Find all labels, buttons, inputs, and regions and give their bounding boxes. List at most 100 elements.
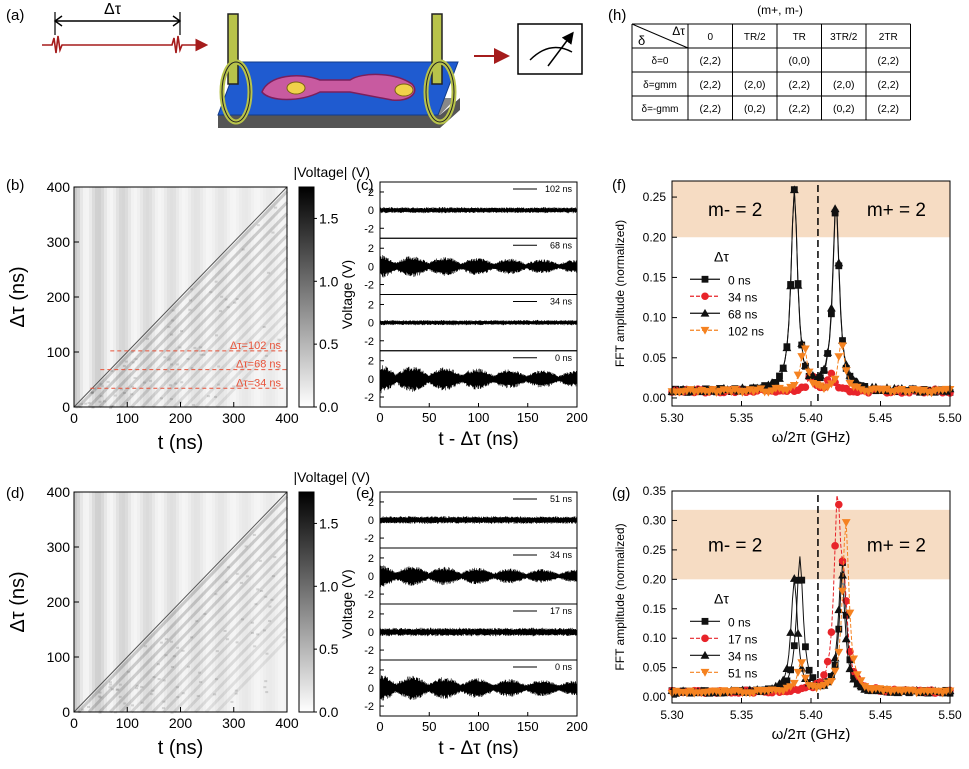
heatmap-stripe xyxy=(278,492,282,712)
heatmap-stripe xyxy=(263,187,267,407)
heatmap-speckle xyxy=(133,376,137,379)
heatmap-diagonal-band xyxy=(119,234,289,409)
y-tick-label: 0 xyxy=(368,683,374,695)
series-marker-triangle-down xyxy=(793,668,803,677)
heatmap-stripe xyxy=(278,187,282,407)
heatmap-stripe xyxy=(158,492,162,712)
voltage-trace xyxy=(379,627,578,637)
y-tick-label: 2 xyxy=(368,553,374,565)
heatmap-speckle xyxy=(235,298,239,301)
heatmap-stripe xyxy=(161,492,165,712)
heatmap-stripe xyxy=(128,492,132,712)
heatmap-stripe xyxy=(212,187,216,407)
heatmap-speckle xyxy=(151,689,155,692)
series-marker-triangle-down xyxy=(823,383,833,392)
series-marker-triangle-up xyxy=(700,650,710,659)
heatmap-diagonal-band xyxy=(204,627,289,714)
heatmap-stripe xyxy=(194,187,198,407)
colorbar xyxy=(298,186,315,408)
colorbar-tick-label: 1.0 xyxy=(319,273,339,289)
x-tick-label: 0 xyxy=(376,410,383,425)
annotation-label: Δτ=102 ns xyxy=(230,340,282,352)
heatmap-speckle xyxy=(99,395,103,398)
table-column-header: 3TR/2 xyxy=(830,32,858,43)
heatmap-speckle xyxy=(271,231,275,234)
heatmap-stripe xyxy=(215,492,219,712)
heatmap-stripe xyxy=(176,187,180,407)
heatmap-speckle xyxy=(148,379,152,382)
table-cell: (2,2) xyxy=(877,55,899,67)
y-tick-label: -2 xyxy=(364,280,374,292)
heatmap-speckle xyxy=(267,271,271,274)
heatmap-speckle xyxy=(170,665,174,668)
heatmap-speckle xyxy=(220,295,224,298)
band-label-minus: m- = 2 xyxy=(708,536,762,557)
heatmap-stripe xyxy=(209,492,213,712)
heatmap-speckle xyxy=(162,700,166,703)
table-cell: (2,0) xyxy=(833,79,855,91)
series-marker-triangle-down xyxy=(852,383,862,392)
heatmap-stripe xyxy=(155,492,159,712)
series-marker-square xyxy=(701,275,709,283)
y-tick-label: 0.15 xyxy=(643,270,667,284)
series-marker-circle xyxy=(827,369,836,378)
heatmap-speckle xyxy=(167,326,171,329)
heatmap-stripe xyxy=(275,492,279,712)
colorbar-label: |Voltage| (V) xyxy=(293,164,370,180)
heatmap-speckle xyxy=(110,370,114,373)
legend-label: 0 ns xyxy=(728,615,751,629)
heatmap-speckle xyxy=(233,301,237,304)
heatmap-speckle xyxy=(106,380,110,383)
heatmap-speckle xyxy=(175,363,179,366)
heatmap-stripe xyxy=(272,187,276,407)
heatmap-speckle xyxy=(226,566,230,569)
y-tick-label: 0.10 xyxy=(643,311,667,325)
heatmap-stripe xyxy=(134,492,138,712)
heatmap-diagonal xyxy=(73,186,288,408)
series-marker-triangle-down xyxy=(686,386,695,394)
series-marker-triangle-up xyxy=(838,570,847,579)
series-marker-triangle-down xyxy=(700,668,710,677)
heatmap-stripe xyxy=(230,187,234,407)
voltage-trace xyxy=(379,515,578,525)
x-tick-label: 5.35 xyxy=(730,708,754,722)
legend-title: Δτ xyxy=(714,248,729,264)
heatmap-speckle xyxy=(244,545,248,548)
series-marker-triangle-up xyxy=(793,280,803,289)
series-marker-square xyxy=(805,666,813,674)
heatmap-speckle xyxy=(224,298,228,301)
heatmap-speckle xyxy=(118,695,122,698)
heatmap-speckle xyxy=(250,631,254,634)
heatmap-speckle xyxy=(265,652,269,655)
series-marker-triangle-down xyxy=(838,342,847,351)
table-column-header: TR xyxy=(793,32,806,43)
resonator-chip-icon xyxy=(217,13,460,128)
series-marker-triangle-up xyxy=(823,348,833,356)
heatmap-speckle xyxy=(84,402,88,405)
heatmap-stripe xyxy=(128,187,132,407)
heatmap-stripe xyxy=(188,492,192,712)
heatmap-speckle xyxy=(163,356,167,359)
series-marker-triangle-down xyxy=(797,353,807,361)
y-tick-label: 0.20 xyxy=(643,572,667,586)
series-marker-triangle-down xyxy=(826,677,836,686)
heatmap-stripe xyxy=(164,492,168,712)
heatmap-stripe xyxy=(119,492,123,712)
heatmap-speckle xyxy=(256,588,260,591)
y-tick-label: 0 xyxy=(62,704,70,720)
x-axis-label: t (ns) xyxy=(158,432,204,454)
heatmap-stripe xyxy=(248,492,252,712)
table-cell: (2,0) xyxy=(744,79,766,91)
heatmap-panel: (b) Δτ=102 ns Δτ=68 ns Δτ=34 ns 0 100 200 300 40… xyxy=(6,164,370,454)
heatmap-speckle xyxy=(235,572,239,575)
heatmap-speckle xyxy=(98,691,102,694)
heatmap-speckle xyxy=(123,702,127,705)
x-tick-label: 200 xyxy=(566,719,588,734)
heatmap-stripe xyxy=(257,492,261,712)
panel-label: (g) xyxy=(612,485,630,502)
y-tick-label: 200 xyxy=(47,594,71,610)
heatmap-stripe xyxy=(113,492,117,712)
